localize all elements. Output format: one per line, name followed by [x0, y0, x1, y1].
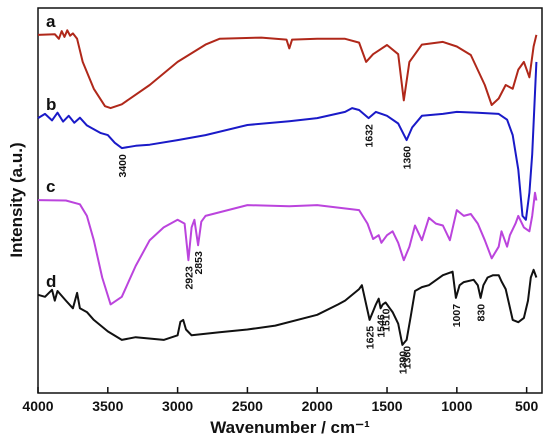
x-axis-label: Wavenumber / cm⁻¹ [210, 418, 370, 437]
peak-label: 2923 [183, 266, 195, 290]
series-label: c [46, 177, 55, 196]
peak-label: 1390 [397, 351, 409, 375]
y-axis-label: Intensity (a.u.) [7, 142, 26, 257]
peak-label: 1625 [365, 326, 377, 350]
peak-label: 1360 [402, 346, 414, 370]
peak-label: 3400 [117, 154, 129, 178]
peak-label: 1360 [402, 146, 414, 170]
x-tick-label: 4000 [22, 398, 53, 414]
x-tick-label: 2000 [302, 398, 333, 414]
series-label: d [46, 272, 56, 291]
peak-label: 1632 [364, 124, 376, 148]
series-label: a [46, 12, 56, 31]
peak-label: 1510 [381, 308, 393, 332]
x-tick-label: 500 [515, 398, 539, 414]
peak-label: 830 [476, 304, 488, 322]
spectrum-line [37, 268, 538, 346]
peak-label: 2853 [193, 251, 205, 275]
series-label: b [46, 95, 56, 114]
peak-label: 1007 [451, 304, 463, 328]
x-tick-label: 2500 [232, 398, 263, 414]
peak-label: 1546 [376, 314, 388, 338]
spectrum-line [37, 191, 538, 306]
spectrum-line [37, 29, 538, 110]
spectrum-line [37, 61, 538, 221]
x-tick-label: 1000 [441, 398, 472, 414]
x-tick-label: 1500 [371, 398, 402, 414]
x-tick-label: 3000 [162, 398, 193, 414]
x-tick-label: 3500 [92, 398, 123, 414]
